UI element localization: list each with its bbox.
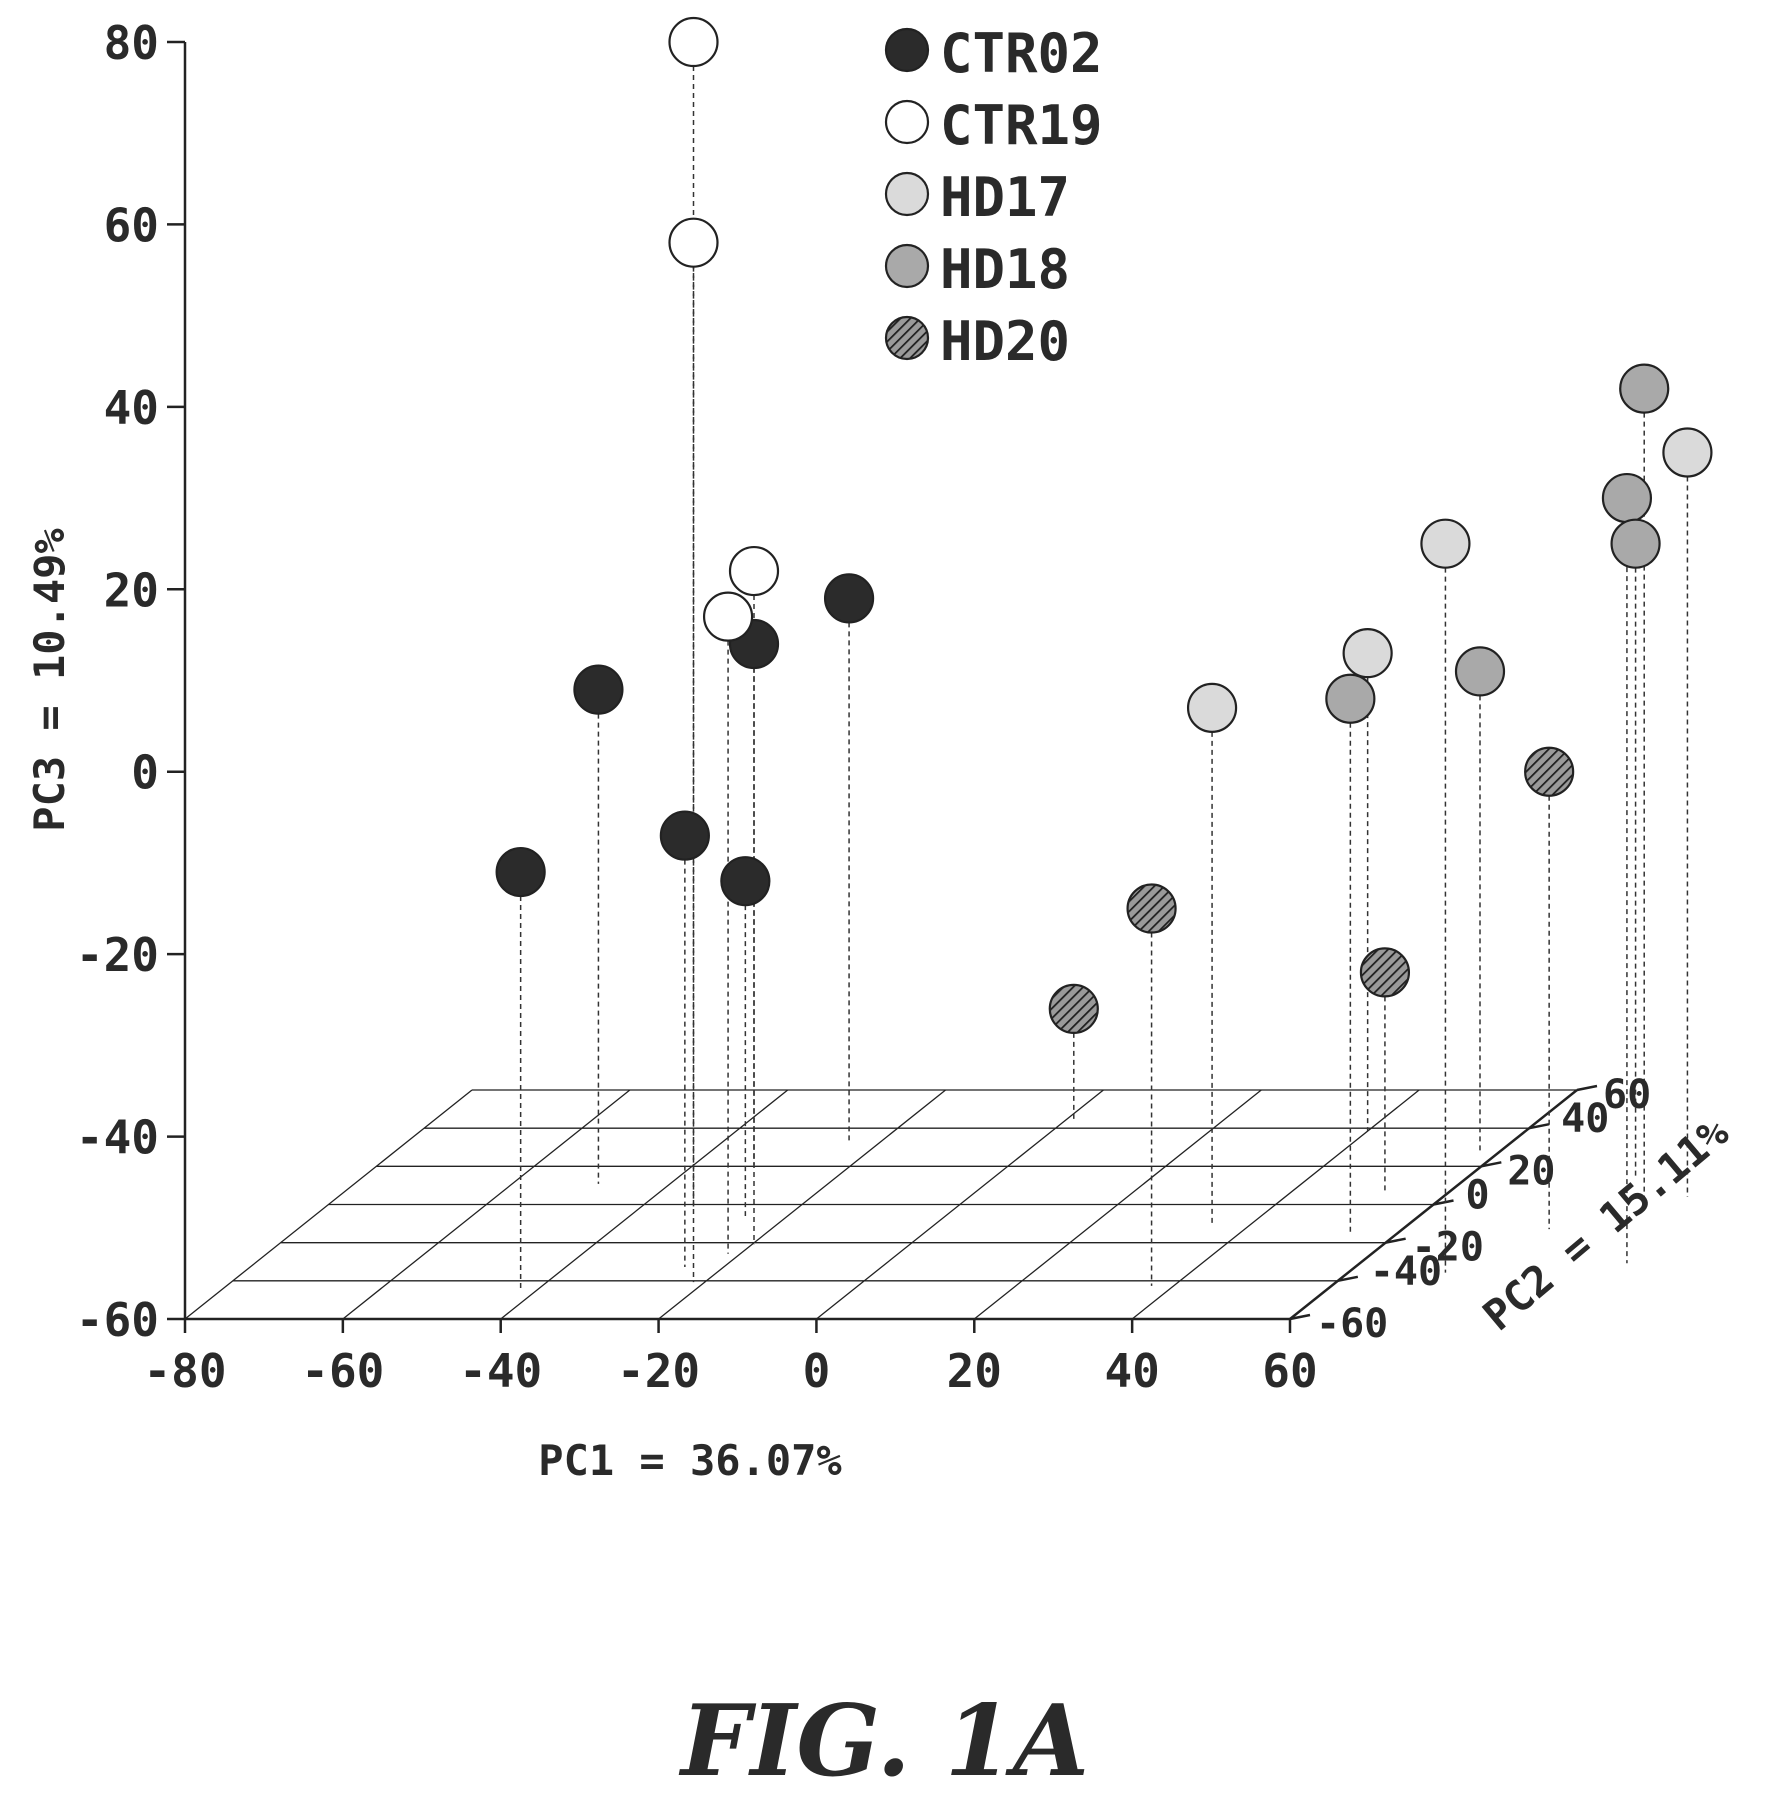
y-tick-mark-0 <box>1433 1199 1454 1206</box>
x-tick-label--20: -20 <box>617 1344 700 1398</box>
point-hd20-2 <box>1126 883 1177 934</box>
point-ctr02-3 <box>659 810 710 861</box>
y-tick-label-60: 60 <box>1603 1072 1651 1118</box>
point-ctr19-1 <box>668 16 719 68</box>
legend-marker-ctr02 <box>884 27 930 73</box>
point-hd17-3 <box>1420 518 1471 569</box>
drop-lines <box>519 66 1689 1292</box>
point-ctr02-2 <box>573 664 624 715</box>
point-ctr19-2 <box>668 217 719 268</box>
legend-marker-hd18 <box>884 243 930 289</box>
y-axis-title: PC2 = 15.11% <box>1474 1108 1738 1341</box>
legend: CTR02 CTR19 HD17 HD18 HD20 <box>884 22 1103 373</box>
axes <box>167 40 1598 1333</box>
point-ctr02-4 <box>720 856 771 907</box>
z-tick-label--20: -20 <box>76 928 159 982</box>
x-tick-label-60: 60 <box>1262 1344 1317 1398</box>
x-tick-label--60: -60 <box>301 1344 384 1398</box>
y-tick-label--40: -40 <box>1370 1249 1442 1295</box>
y-tick-mark--40 <box>1337 1275 1359 1283</box>
z-tick-label-20: 20 <box>104 563 159 617</box>
legend-label-hd17: HD17 <box>940 166 1070 229</box>
z-tick-label--60: -60 <box>76 1293 159 1347</box>
point-hd18-3 <box>1601 472 1653 524</box>
x-tick-label--80: -80 <box>143 1344 226 1398</box>
y-tick-label--20: -20 <box>1412 1225 1484 1271</box>
z-axis-title: PC3 = 10.49% <box>25 528 74 831</box>
z-tick-label-80: 80 <box>104 16 159 70</box>
point-hd18-2 <box>1454 646 1506 697</box>
point-ctr19-4 <box>702 591 754 642</box>
legend-label-ctr02: CTR02 <box>940 22 1103 85</box>
y-tick-mark--20 <box>1385 1237 1406 1244</box>
z-tick-label-0: 0 <box>131 746 159 800</box>
x-tick-label-0: 0 <box>803 1344 831 1398</box>
y-tick-label--60: -60 <box>1316 1301 1388 1347</box>
point-hd17-4 <box>1662 427 1713 478</box>
point-hd18-1 <box>1325 673 1376 724</box>
z-tick-label-40: 40 <box>104 381 159 435</box>
z-tick-label-60: 60 <box>104 198 159 252</box>
point-hd20-4 <box>1524 746 1575 797</box>
legend-marker-hd17 <box>884 171 930 217</box>
figure-caption: FIG. 1A <box>678 1684 1089 1799</box>
pc1-pc2-floor-grid <box>184 1089 1578 1320</box>
y-tick-label-0: 0 <box>1466 1173 1490 1219</box>
point-hd18-4 <box>1610 518 1661 569</box>
point-ctr19-3 <box>728 545 780 597</box>
y-tick-mark-40 <box>1528 1122 1550 1130</box>
point-hd17-1 <box>1186 682 1238 733</box>
point-hd17-2 <box>1342 628 1393 679</box>
y-tick-mark-20 <box>1481 1161 1502 1168</box>
x-axis-title: PC1 = 36.07% <box>538 1436 841 1485</box>
point-hd20-3 <box>1359 947 1411 998</box>
legend-label-hd20: HD20 <box>940 310 1070 373</box>
x-tick-label-20: 20 <box>947 1344 1002 1398</box>
point-hd20-1 <box>1048 983 1099 1034</box>
point-ctr02-6 <box>823 573 875 624</box>
y-tick-label-40: 40 <box>1561 1096 1609 1142</box>
y-tick-mark-60 <box>1576 1084 1598 1092</box>
y-tick-mark--60 <box>1289 1313 1311 1321</box>
y-tick-label-20: 20 <box>1507 1148 1555 1194</box>
point-hd18-5 <box>1619 363 1670 414</box>
legend-marker-hd20 <box>884 315 930 361</box>
legend-label-ctr19: CTR19 <box>940 94 1103 157</box>
point-ctr02-1 <box>495 846 546 898</box>
data-points <box>495 16 1713 1034</box>
legend-label-hd18: HD18 <box>940 238 1070 301</box>
x-tick-label--40: -40 <box>459 1344 542 1398</box>
z-tick-label--40: -40 <box>76 1111 159 1165</box>
legend-marker-ctr19 <box>884 99 930 145</box>
x-tick-label-40: 40 <box>1104 1344 1159 1398</box>
